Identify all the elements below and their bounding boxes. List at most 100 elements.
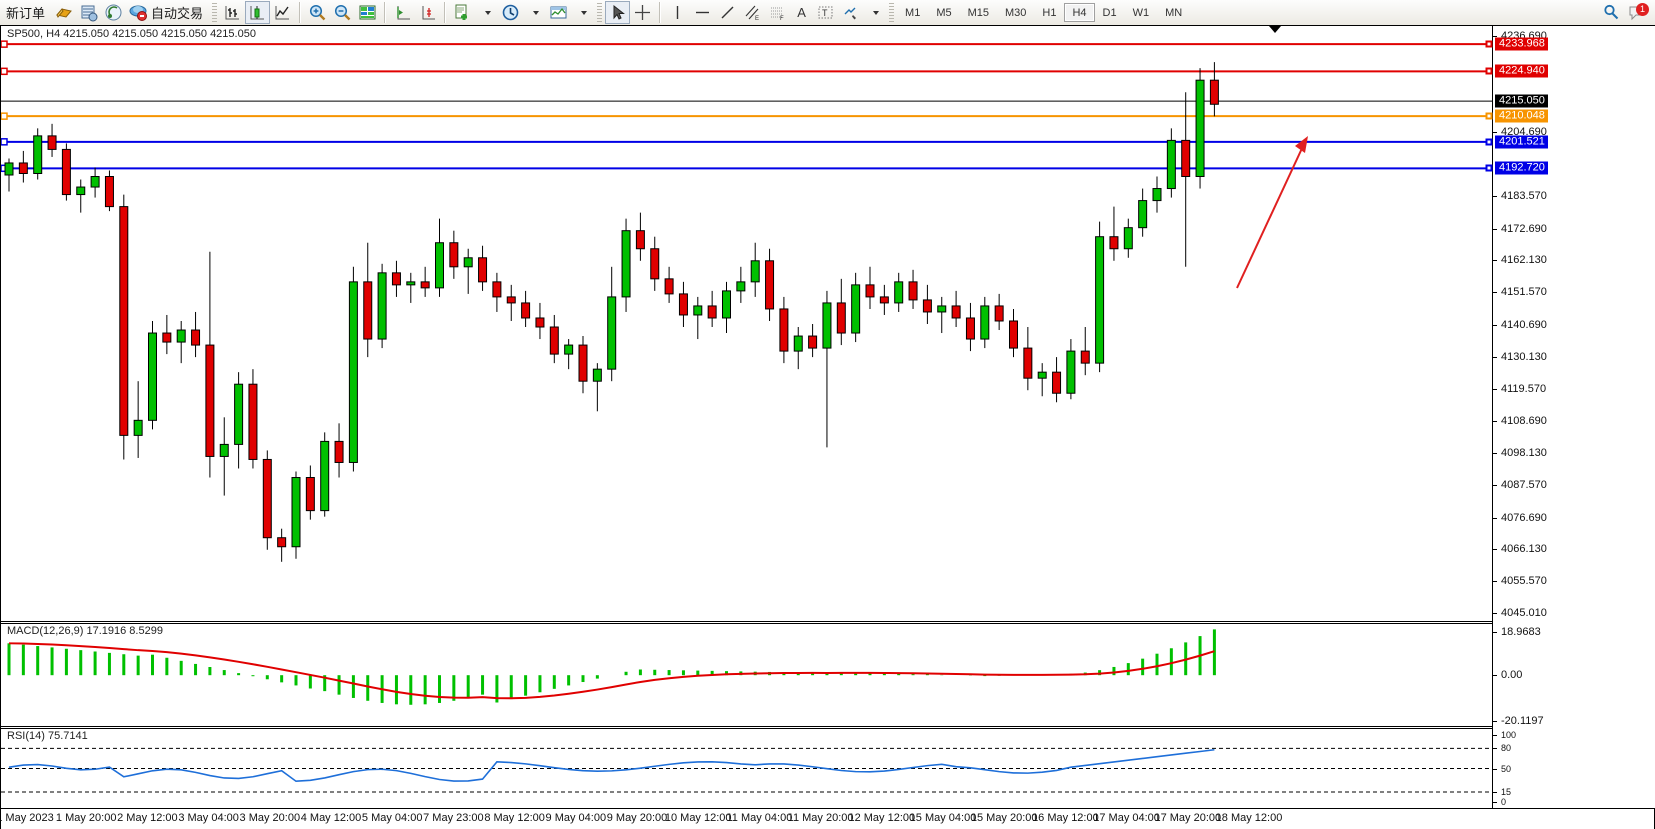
time-tick-label: 11 May 04:00 [726,812,793,824]
price-tag-last-price[interactable]: 4215.050 [1495,94,1548,108]
price-line-handle[interactable] [1485,112,1493,120]
timeframe-h4[interactable]: H4 [1064,3,1095,22]
rsi-tickmark [1493,735,1497,736]
macd-plot [7,629,1216,705]
bar-chart-icon[interactable] [220,1,245,24]
timeframe-m1[interactable]: M1 [905,7,921,19]
price-tick-label: 4172.690 [1501,222,1547,235]
price-line-handle[interactable] [1485,164,1493,172]
fibonacci-icon[interactable]: F [765,1,790,24]
macd-tick-label: 18.9683 [1501,626,1541,638]
svg-text:T: T [822,8,828,18]
rsi-pane[interactable]: RSI(14) 75.7141 [1,728,1492,808]
main-toolbar: 新订单 自动交易 [0,0,1655,26]
price-tick-label: 4066.130 [1501,543,1547,556]
signal-icon[interactable] [101,1,126,24]
equidistant-channel-icon[interactable]: E [740,1,765,24]
vertical-line-icon[interactable] [665,1,690,24]
rsi-tick-label: 80 [1501,743,1512,754]
time-tick-label: 3 May 20:00 [239,812,301,824]
price-tickmark [1493,549,1497,551]
price-tick-label: 4045.010 [1501,606,1547,619]
market-watch-icon[interactable] [355,1,380,24]
period-dropdown[interactable] [523,1,546,24]
new-order-button[interactable]: 新订单 [0,1,51,24]
timeframe-h1[interactable]: H1 [1042,7,1057,19]
autotrading-button[interactable]: 自动交易 [126,1,209,24]
shift-start-icon[interactable] [390,1,415,24]
rsi-tick-label: 0 [1501,797,1507,807]
rsi-tick-label: 50 [1501,763,1512,774]
svg-text:F: F [780,16,784,22]
price-tick-label: 4151.570 [1501,286,1547,299]
time-tick-label: 15 May 04:00 [909,812,977,824]
templates-dropdown[interactable] [571,1,594,24]
price-tag-support-line[interactable]: 4192.720 [1495,161,1548,175]
price-pane[interactable]: SP500, H4 4215.050 4215.050 4215.050 421… [1,26,1492,622]
time-tick-label: 17 May 04:00 [1093,812,1160,824]
add-indicator-icon[interactable] [450,1,475,24]
price-tag-pivot-line[interactable]: 4210.048 [1495,109,1548,123]
time-tick-label: 2 May 12:00 [117,812,178,824]
timeframe-m30[interactable]: M30 [1005,7,1027,19]
price-tickmark [1493,356,1497,358]
current-bar-marker [1269,26,1281,33]
price-tickmark [1493,324,1497,326]
time-tick-label: 15 May 20:00 [970,812,1038,824]
zoom-in-icon[interactable] [305,1,330,24]
timeframe-mn[interactable]: MN [1165,7,1183,19]
price-line-handle[interactable] [1485,40,1493,48]
zoom-out-icon[interactable] [330,1,355,24]
shift-end-icon[interactable] [415,1,440,24]
trendline-icon[interactable] [715,1,740,24]
gold-bar-icon[interactable] [51,1,76,24]
rsi-tickmark [1493,791,1497,793]
macd-tick-label: 0.00 [1501,669,1523,682]
price-tag-support-line[interactable]: 4201.521 [1495,135,1548,149]
text-icon[interactable]: A [797,5,806,20]
chart-window[interactable]: SP500, H4 4215.050 4215.050 4215.050 421… [0,25,1655,829]
price-tick-label: 4087.570 [1501,478,1547,491]
objects-icon[interactable] [838,1,863,24]
timeframe-m15[interactable]: M15 [967,7,989,19]
time-tick-label: 12 May 12:00 [848,812,916,824]
toolbar-grip-2[interactable] [597,2,603,23]
price-tag-resistance-line[interactable]: 4224.940 [1495,64,1548,78]
line-chart-icon[interactable] [270,1,295,24]
time-tick-label: 10 May 12:00 [664,812,732,824]
data-window-icon[interactable] [76,1,101,24]
toolbar-grip-3[interactable] [889,2,895,23]
price-tick-label: 4140.690 [1501,318,1547,331]
price-tick-label: 4204.690 [1501,126,1547,139]
crosshair-icon[interactable] [630,1,655,24]
autotrading-label: 自动交易 [151,6,204,21]
timeframe-d1[interactable]: D1 [1102,7,1117,19]
price-tickmark [1493,453,1497,455]
macd-pane[interactable]: MACD(12,26,9) 17.1916 8.5299 [1,623,1492,727]
time-tick-label: 11 May 20:00 [787,812,854,824]
time-tick-label: 7 May 23:00 [423,812,484,824]
price-line-handle[interactable] [1485,138,1493,146]
text-label-icon[interactable]: T [813,1,838,24]
templates-icon[interactable] [546,1,571,24]
toolbar-grip[interactable] [212,2,218,23]
period-clock-icon[interactable] [498,1,523,24]
time-scale[interactable]: 1 May 2023 1 May 20:00 2 May 12:00 3 May 04… [0,808,1654,829]
notification-badge: 1 [1636,3,1649,16]
add-indicator-dropdown[interactable] [475,1,498,24]
timeframe-w1[interactable]: W1 [1132,7,1150,19]
horizontal-line-icon[interactable] [690,1,715,24]
notification-icon[interactable]: 1 [1624,1,1651,24]
price-tag-resistance-line[interactable]: 4233.968 [1495,37,1548,51]
price-tickmark [1493,612,1497,614]
time-tick-label: 4 May 12:00 [300,812,362,824]
cursor-icon[interactable] [605,1,631,24]
search-icon[interactable] [1599,1,1624,24]
price-tickmark [1493,260,1497,262]
price-tickmark [1493,421,1497,423]
price-scale[interactable]: 4236.690 4204.690 4183.570 4172.690 4162.130… [1485,26,1655,808]
objects-dropdown[interactable] [863,1,886,24]
timeframe-m5[interactable]: M5 [936,7,952,19]
price-line-handle[interactable] [1485,67,1493,75]
candlestick-icon[interactable] [245,1,271,24]
